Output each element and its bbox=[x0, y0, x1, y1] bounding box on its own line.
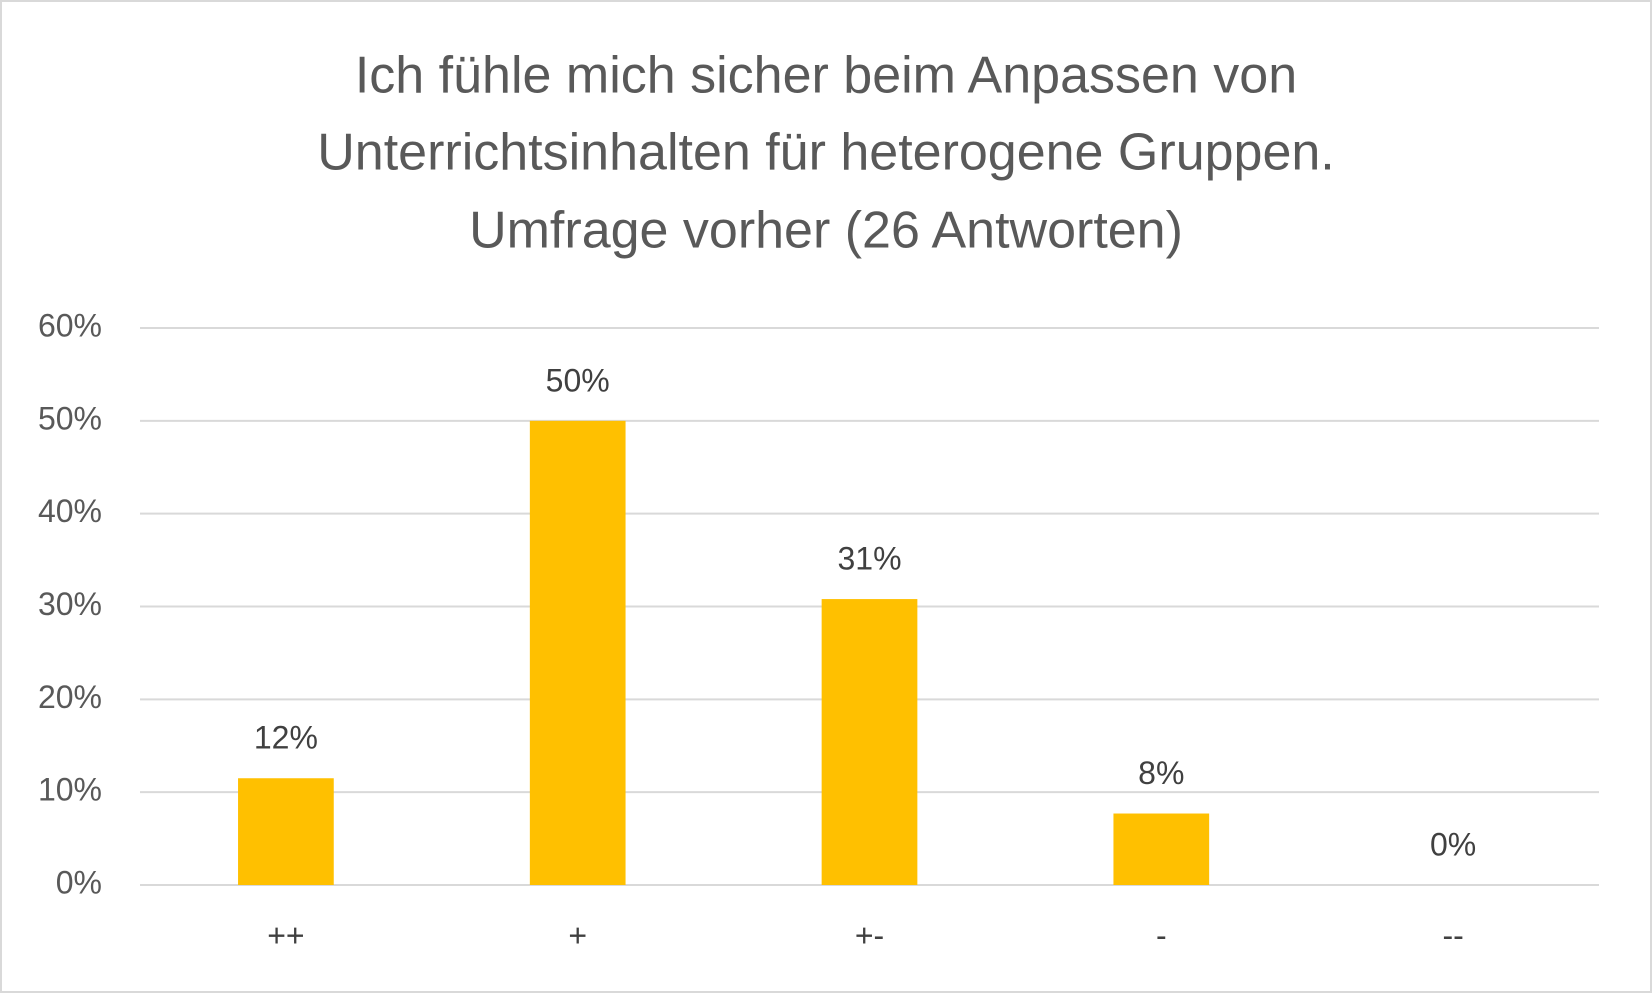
data-label: 0% bbox=[1430, 826, 1476, 862]
y-tick-label: 10% bbox=[38, 772, 102, 808]
bar bbox=[529, 420, 626, 885]
x-tick-label: + bbox=[568, 917, 587, 953]
chart-title: Unterrichtsinhalten für heterogene Grupp… bbox=[317, 124, 1335, 182]
x-tick-label: -- bbox=[1442, 917, 1463, 953]
x-tick-label: ++ bbox=[267, 917, 304, 953]
y-tick-label: 60% bbox=[38, 307, 102, 343]
chart-title: Umfrage vorher (26 Antworten) bbox=[469, 202, 1183, 260]
data-label: 8% bbox=[1138, 755, 1184, 791]
y-tick-label: 20% bbox=[38, 679, 102, 715]
y-tick-label: 50% bbox=[38, 400, 102, 436]
chart-title: Ich fühle mich sicher beim Anpassen von bbox=[355, 47, 1297, 105]
y-tick-label: 30% bbox=[38, 586, 102, 622]
data-label: 31% bbox=[837, 541, 901, 577]
data-label: 12% bbox=[254, 720, 318, 756]
x-tick-label: +- bbox=[855, 917, 884, 953]
data-label: 50% bbox=[546, 362, 610, 398]
bar bbox=[238, 778, 334, 885]
y-tick-label: 0% bbox=[56, 864, 102, 900]
x-tick-label: - bbox=[1156, 917, 1167, 953]
bar bbox=[821, 599, 918, 885]
bar bbox=[1113, 813, 1210, 885]
y-tick-label: 40% bbox=[38, 493, 102, 529]
